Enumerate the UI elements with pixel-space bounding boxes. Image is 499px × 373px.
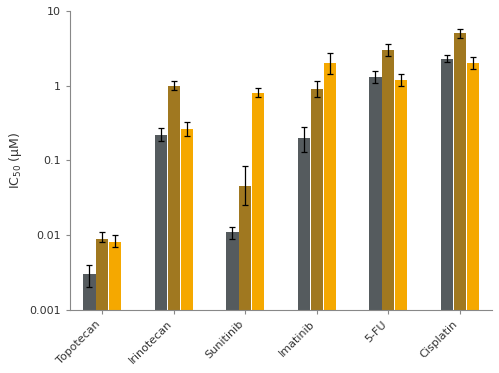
Bar [168,86,180,373]
Bar [181,129,193,373]
Bar [252,93,264,373]
Bar [369,77,382,373]
Bar [239,186,251,373]
Bar [467,63,479,373]
Bar [311,89,323,373]
Bar [298,138,310,373]
Y-axis label: IC$_{50}$ (μM): IC$_{50}$ (μM) [7,132,24,189]
Bar [441,59,453,373]
Bar [109,242,121,373]
Bar [454,34,466,373]
Bar [83,274,96,373]
Bar [227,232,239,373]
Bar [382,50,395,373]
Bar [155,135,167,373]
Bar [96,238,108,373]
Bar [395,80,407,373]
Bar [324,63,336,373]
